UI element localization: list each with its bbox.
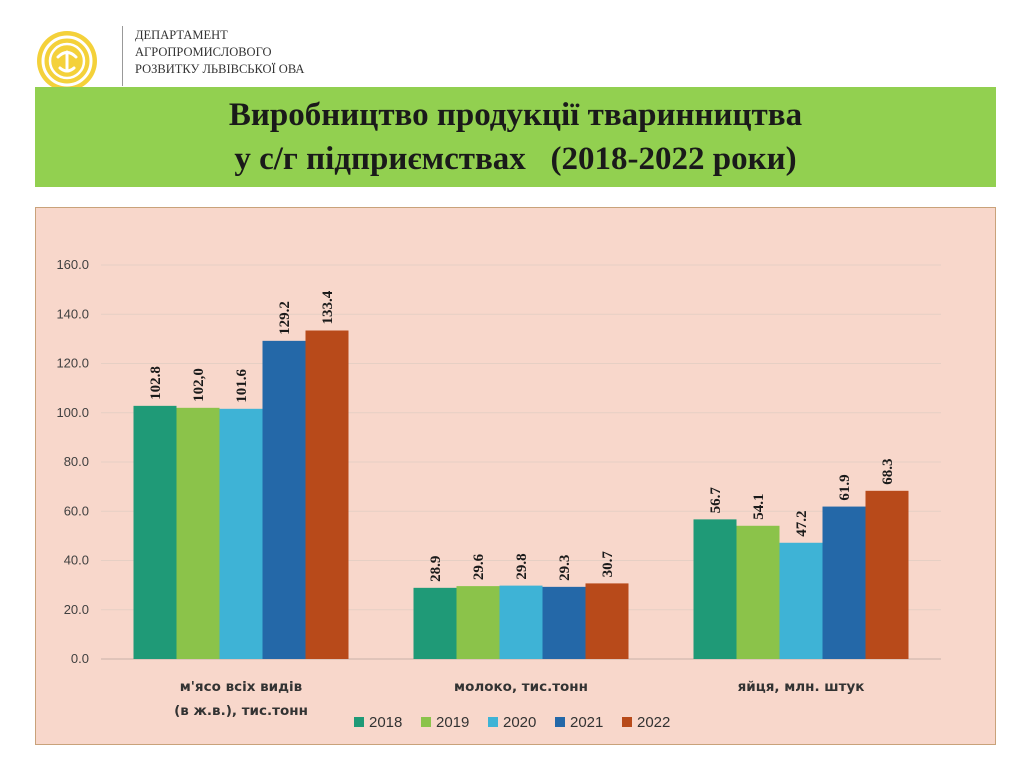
department-logo — [37, 31, 97, 91]
data-label: 102,0 — [191, 368, 207, 402]
data-label: 29.3 — [557, 555, 573, 581]
legend-label: 2019 — [436, 714, 469, 731]
title-banner: Виробництво продукції тваринництва у с/г… — [35, 87, 996, 187]
data-label: 29.6 — [471, 553, 487, 580]
legend-label: 2020 — [503, 714, 536, 731]
data-label: 102.8 — [148, 366, 164, 400]
y-tick-label: 40.0 — [64, 553, 89, 568]
legend-swatch — [555, 717, 565, 727]
legend-swatch — [488, 717, 498, 727]
title-line-2: у с/г підприємствах (2018-2022 роки) — [234, 141, 797, 177]
legend-label: 2022 — [637, 714, 670, 731]
y-tick-label: 120.0 — [56, 356, 89, 371]
category-label: м'ясо всіх видів — [180, 679, 302, 695]
y-tick-label: 100.0 — [56, 405, 89, 420]
legend-swatch — [354, 717, 364, 727]
dept-line-3: РОЗВИТКУ ЛЬВІВСЬКОЇ ОВА — [135, 62, 305, 76]
category-label: яйця, млн. штук — [738, 679, 865, 695]
department-name: ДЕПАРТАМЕНТ АГРОПРОМИСЛОВОГО РОЗВИТКУ ЛЬ… — [135, 27, 304, 78]
title-line-1: Виробництво продукції тваринництва — [228, 97, 803, 133]
bar — [176, 407, 220, 659]
data-label: 133.4 — [320, 290, 336, 324]
bar — [133, 405, 177, 659]
bar — [865, 490, 909, 659]
bar — [219, 408, 263, 659]
y-tick-label: 0.0 — [71, 651, 89, 666]
bar — [585, 583, 629, 659]
y-tick-label: 60.0 — [64, 503, 89, 518]
data-label: 30.7 — [600, 551, 616, 578]
bar — [262, 340, 306, 659]
data-label: 129.2 — [277, 301, 293, 335]
data-label: 101.6 — [234, 369, 250, 403]
y-tick-label: 140.0 — [56, 306, 89, 321]
legend-label: 2021 — [570, 714, 603, 731]
data-label: 29.8 — [514, 553, 530, 579]
y-tick-label: 160.0 — [56, 257, 89, 272]
data-label: 28.9 — [428, 556, 444, 582]
y-tick-label: 80.0 — [64, 454, 89, 469]
bar — [693, 519, 737, 659]
bar — [822, 506, 866, 659]
data-label: 61.9 — [837, 474, 853, 500]
bar-chart: 0.0 20.0 40.0 60.0 80.0 100.0 120.0 140.0 160.0 1… — [56, 257, 941, 731]
legend-swatch — [622, 717, 632, 727]
bar — [456, 586, 500, 659]
category-label: молоко, тис.тонн — [454, 679, 588, 695]
legend-label: 2018 — [369, 714, 402, 731]
data-label: 56.7 — [708, 487, 724, 514]
bar — [499, 585, 543, 659]
data-label: 68.3 — [880, 459, 896, 485]
header-divider — [122, 26, 123, 86]
category-label: (в ж.в.), тис.тонн — [174, 703, 308, 719]
bar — [413, 587, 457, 659]
chart-panel: 0.0 20.0 40.0 60.0 80.0 100.0 120.0 140.0 160.0 1… — [35, 207, 996, 745]
legend-swatch — [421, 717, 431, 727]
dept-line-1: ДЕПАРТАМЕНТ — [135, 28, 228, 42]
data-label: 47.2 — [794, 511, 810, 537]
bar — [779, 542, 823, 659]
dept-line-2: АГРОПРОМИСЛОВОГО — [135, 45, 272, 59]
y-tick-label: 20.0 — [64, 602, 89, 617]
bar — [736, 525, 780, 659]
data-label: 54.1 — [751, 494, 767, 520]
bar — [542, 586, 586, 659]
bar — [305, 330, 349, 659]
